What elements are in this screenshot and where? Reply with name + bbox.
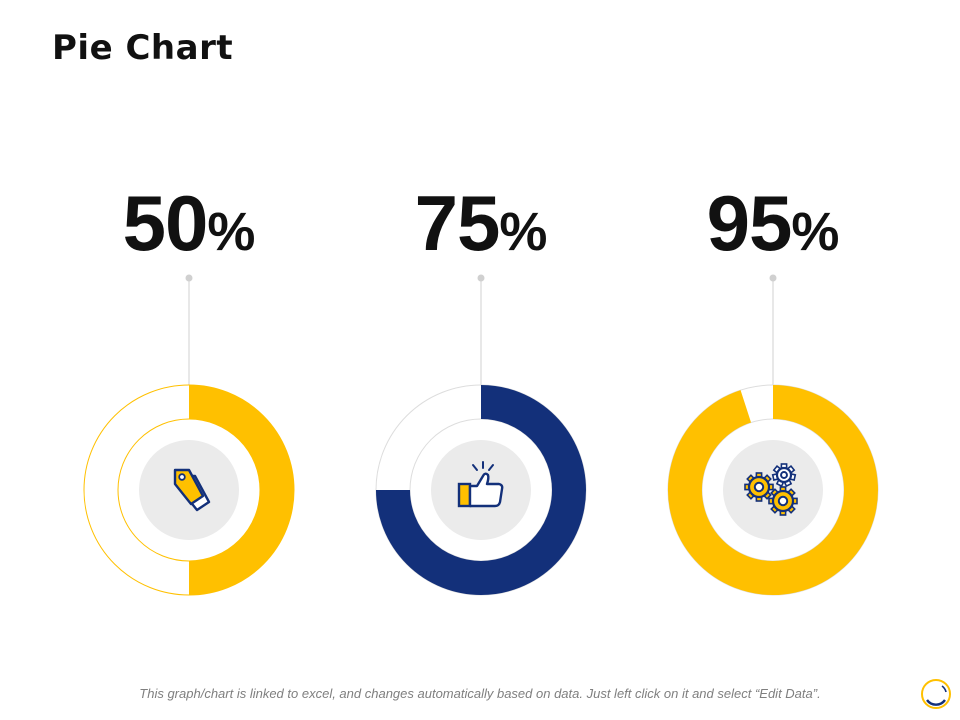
percent-label-2: 75% [371, 178, 591, 269]
percent-value: 75 [414, 179, 501, 267]
page-title: Pie Chart [52, 28, 234, 68]
gear-hub [780, 471, 788, 479]
tag-hole [178, 473, 186, 481]
value-arc [376, 385, 586, 595]
gear-bottom [768, 486, 798, 516]
donut-price-tag [83, 274, 295, 596]
percent-label-3: 95% [663, 178, 883, 269]
percent-symbol: % [791, 202, 840, 262]
percent-symbol: % [499, 202, 548, 262]
price-tag-icon [173, 468, 211, 512]
sparkle-line [472, 464, 478, 471]
connector-dot [769, 274, 777, 282]
footer-note: This graph/chart is linked to excel, and… [139, 686, 821, 701]
thumbs-up-icon [457, 461, 504, 508]
value-arc [668, 385, 878, 595]
percent-label-1: 50% [79, 178, 299, 269]
gear-hub [777, 495, 789, 507]
donut-gears [667, 274, 879, 596]
connector-dot [477, 274, 485, 282]
thumb-hand [468, 472, 504, 508]
gear-top [771, 463, 797, 488]
gear-left [744, 472, 774, 502]
percent-symbol: % [207, 202, 256, 262]
corner-logo-icon [921, 679, 951, 709]
connector-dot [185, 274, 193, 282]
value-arc [188, 385, 294, 595]
thumb-cuff [457, 482, 472, 508]
percent-value: 50 [122, 179, 209, 267]
gears-icon [744, 463, 798, 516]
percent-value: 95 [706, 179, 793, 267]
sparkle-line [488, 464, 494, 471]
gear-hub [753, 481, 765, 493]
donut-thumbs-up [375, 274, 587, 596]
